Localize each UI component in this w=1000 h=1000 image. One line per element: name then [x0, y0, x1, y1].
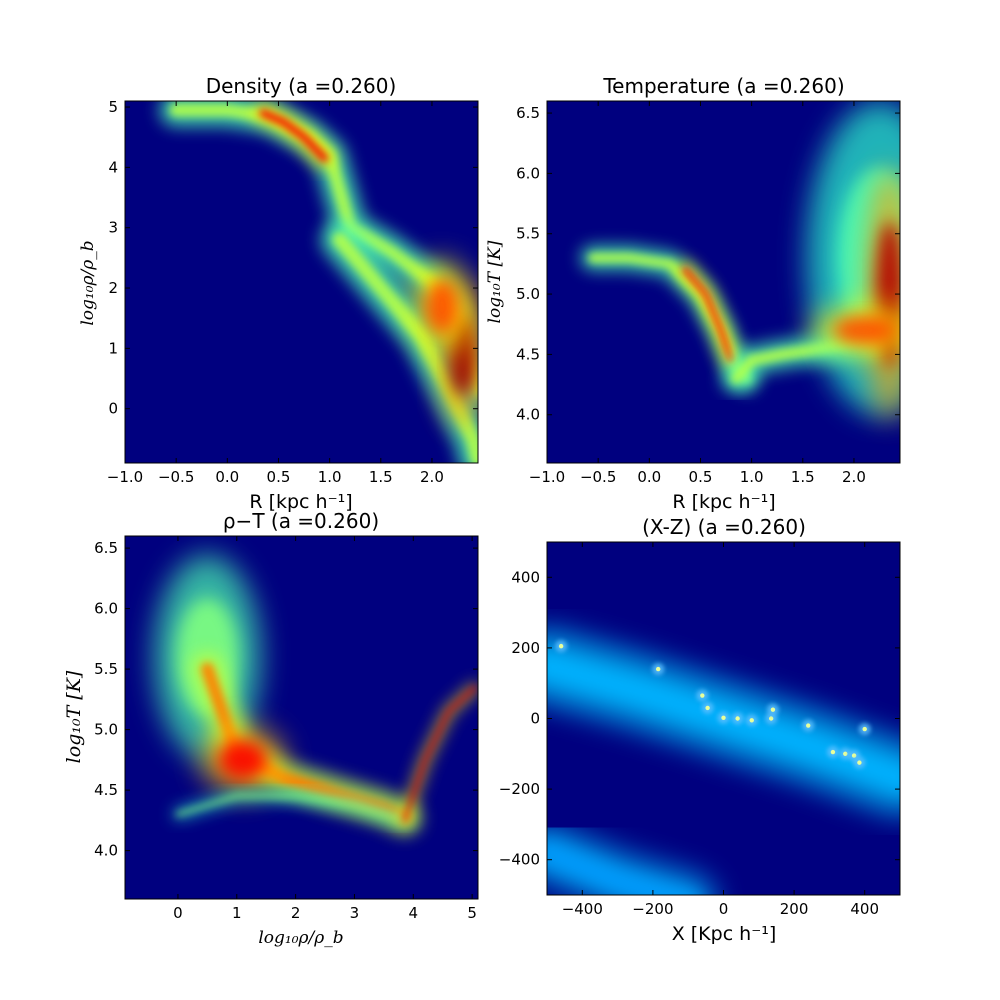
y-tick-label: 6.0	[94, 600, 118, 618]
y-axis-label: log₁₀T [K]	[63, 670, 85, 763]
panel-title: ρ−T (a =0.260)	[223, 509, 379, 533]
y-tick-label: 200	[511, 639, 540, 657]
y-tick-label: 4.0	[94, 842, 118, 860]
panel-x-z: (X-Z) (a =0.260) X [Kpc h⁻¹] −400 −200 0 20…	[499, 515, 901, 945]
x-tick-label: 0	[173, 904, 183, 922]
panel-title: Density (a =0.260)	[206, 74, 397, 98]
density-blob	[425, 278, 460, 334]
x-axis-label: log₁₀ρ/ρ_b	[258, 928, 343, 948]
x-tick-label: 0.5	[267, 468, 291, 486]
hotspot	[806, 723, 811, 728]
x-tick-label: 200	[780, 900, 809, 918]
x-axis-label: R [kpc h⁻¹]	[249, 491, 352, 513]
x-tick-label: 0	[719, 900, 729, 918]
hotspot	[843, 751, 848, 756]
y-axis-label: log₁₀ρ/ρ_b	[78, 240, 98, 325]
x-tick-label: 0.5	[689, 468, 713, 486]
y-tick-label: 5.5	[516, 225, 540, 243]
y-tick-label: 4.5	[516, 345, 540, 363]
x-tick-label: −1.0	[107, 468, 143, 486]
x-tick-label: 2.0	[420, 468, 444, 486]
panel-density: Density (a =0.260) R [kpc h⁻¹] log₁₀ρ/ρ_…	[78, 74, 479, 513]
x-tick-label: 3	[350, 904, 360, 922]
y-tick-label: 6.0	[516, 164, 540, 182]
x-tick-label: 4	[409, 904, 419, 922]
y-tick-label: 5.5	[94, 660, 118, 678]
hotspot	[558, 643, 564, 649]
hotspot	[768, 716, 774, 721]
y-tick-label: 0	[108, 400, 118, 418]
panel-title: Temperature (a =0.260)	[602, 74, 844, 98]
x-tick-label: 2	[291, 904, 301, 922]
x-tick-label: −200	[632, 900, 673, 918]
x-tick-label: −0.5	[580, 468, 616, 486]
hotspot	[705, 705, 710, 711]
y-tick-label: 5.0	[94, 721, 118, 739]
band-core	[259, 109, 329, 163]
panel-rho-t: ρ−T (a =0.260) log₁₀ρ/ρ_b log₁₀T [K] 0 1 2…	[63, 509, 479, 948]
axes-frame	[124, 100, 479, 464]
hotspot	[700, 693, 705, 698]
y-tick-label: 400	[511, 568, 540, 586]
plot-area	[125, 536, 478, 899]
hotspot	[857, 760, 862, 765]
x-tick-label: 1.0	[318, 468, 342, 486]
x-tick-label: 0.0	[637, 468, 661, 486]
hotspot	[735, 716, 740, 721]
x-tick-label: 0.0	[215, 468, 239, 486]
y-tick-label: 0	[530, 710, 540, 728]
x-tick-label: 5	[467, 904, 477, 922]
plot-area	[547, 101, 900, 463]
density-blob	[218, 739, 267, 780]
y-tick-label: 6.5	[516, 104, 540, 122]
y-axis-label: log₁₀T [K]	[485, 240, 505, 323]
y-tick-label: 4	[108, 158, 118, 176]
hotspot	[721, 715, 726, 720]
y-tick-label: −400	[499, 851, 540, 869]
y-tick-label: 5.0	[516, 285, 540, 303]
band-core	[332, 232, 478, 463]
y-tick-label: 1	[108, 339, 118, 357]
y-tick-label: 4.5	[94, 781, 118, 799]
x-tick-label: −1.0	[529, 468, 565, 486]
hotspot	[862, 726, 867, 732]
x-axis-label: R [kpc h⁻¹]	[672, 491, 775, 513]
panel-temperature: Temperature (a =0.260) R [kpc h⁻¹] log₁₀…	[485, 74, 901, 513]
plot-area	[125, 101, 478, 463]
hotspot	[851, 753, 857, 758]
axes-frame	[546, 100, 901, 464]
axes-frame	[124, 535, 479, 900]
density-blob	[833, 315, 895, 345]
band-core	[176, 794, 407, 823]
x-tick-label: 1	[232, 904, 242, 922]
x-tick-label: 1.0	[740, 468, 764, 486]
x-tick-label: 1.5	[791, 468, 815, 486]
y-tick-label: 4.0	[516, 406, 540, 424]
x-tick-label: 400	[850, 900, 879, 918]
y-tick-label: −200	[499, 780, 540, 798]
band-core	[681, 266, 735, 364]
hotspot	[770, 707, 776, 712]
x-tick-label: −400	[562, 900, 603, 918]
panel-title: (X-Z) (a =0.260)	[642, 515, 806, 539]
y-tick-label: 3	[108, 219, 118, 237]
y-tick-label: 6.5	[94, 539, 118, 557]
hotspot	[830, 749, 836, 755]
plot-area	[547, 542, 900, 895]
x-axis-label: X [Kpc h⁻¹]	[672, 923, 777, 945]
y-tick-label: 2	[108, 279, 118, 297]
hotspot	[655, 666, 661, 672]
band-core	[402, 685, 477, 823]
x-tick-label: 1.5	[369, 468, 393, 486]
hotspot	[749, 718, 754, 723]
x-tick-label: 2.0	[842, 468, 866, 486]
y-tick-label: 5	[108, 98, 118, 116]
x-tick-label: −0.5	[158, 468, 194, 486]
filament-core	[547, 842, 696, 895]
